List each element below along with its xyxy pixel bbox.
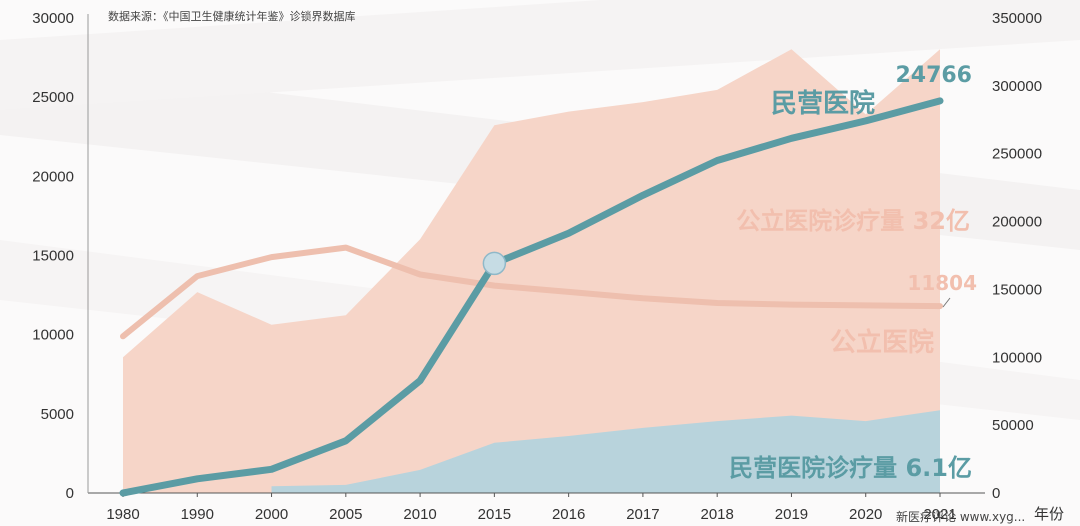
y-right-tick-label: 100000 <box>992 349 1042 366</box>
line-series-1 <box>119 97 944 497</box>
watermark: 新医疗评论 www.xyg... <box>896 509 1025 524</box>
y-right-tick-label: 300000 <box>992 78 1042 95</box>
public-value-leader <box>942 297 951 308</box>
x-tick-label: 2019 <box>775 506 808 523</box>
annotation-private-value: 24766 <box>895 63 972 88</box>
line-layer <box>119 97 951 497</box>
x-tick-label: 1990 <box>181 506 214 523</box>
y-right-tick-label: 50000 <box>992 417 1034 434</box>
x-tick-label: 2017 <box>626 506 659 523</box>
x-tick-label: 2020 <box>849 506 882 523</box>
axes-layer: 0500010000150002000025000300000500001000… <box>32 10 1042 523</box>
x-tick-label: 2015 <box>478 506 511 523</box>
x-tick-label: 2021 <box>923 506 956 523</box>
annotation-public-value: 11804 <box>907 271 977 295</box>
area-layer <box>123 49 940 493</box>
source-note: 数据来源：《中国卫生健康统计年鉴》诊锁界数据库 <box>108 9 356 23</box>
x-tick-label: 2010 <box>403 506 436 523</box>
area-series-0 <box>123 49 940 493</box>
y-right-tick-label: 0 <box>992 485 1000 502</box>
y-right-tick-label: 250000 <box>992 146 1042 163</box>
y-left-tick-label: 0 <box>66 485 74 502</box>
y-left-tick-label: 5000 <box>41 406 74 423</box>
label-layer: 数据来源：《中国卫生健康统计年鉴》诊锁界数据库 年份 24766 民营医院 公立… <box>108 9 1064 524</box>
y-left-tick-label: 30000 <box>32 10 74 27</box>
y-left-tick-label: 20000 <box>32 168 74 185</box>
x-tick-label: 2000 <box>255 506 288 523</box>
area-series-1 <box>271 410 940 493</box>
y-right-tick-label: 150000 <box>992 281 1042 298</box>
x-tick-label: 2005 <box>329 506 362 523</box>
annotation-private-label: 民营医院 <box>771 88 875 119</box>
y-left-tick-label: 10000 <box>32 327 74 344</box>
highlight-point <box>482 251 507 276</box>
annotation-public-visits: 公立医院诊疗量 32亿 <box>736 207 970 235</box>
annotation-public-label: 公立医院 <box>830 327 934 358</box>
x-tick-label: 2018 <box>700 506 733 523</box>
x-tick-label: 1980 <box>106 506 139 523</box>
line-series-0 <box>120 244 943 340</box>
annotation-private-visits: 民营医院诊疗量 6.1亿 <box>729 454 972 482</box>
y-left-tick-label: 15000 <box>32 248 74 265</box>
x-axis-title: 年份 <box>1034 506 1064 523</box>
y-right-tick-label: 200000 <box>992 214 1042 231</box>
y-right-tick-label: 350000 <box>992 10 1042 27</box>
x-tick-label: 2016 <box>552 506 585 523</box>
y-left-tick-label: 25000 <box>32 89 74 106</box>
